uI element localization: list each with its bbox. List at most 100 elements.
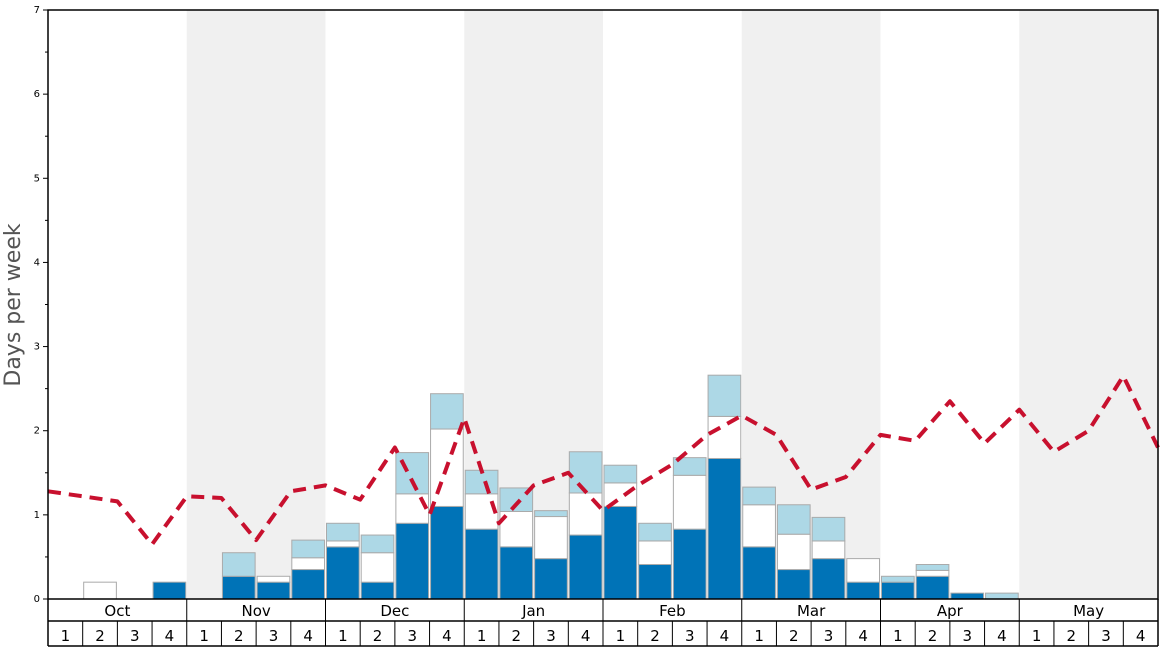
bar-segment-1 xyxy=(707,457,742,600)
bar-segment-1 xyxy=(360,581,395,600)
bar-segment-2 xyxy=(464,493,499,530)
bar-segment-3 xyxy=(430,393,464,430)
week-label: 3 xyxy=(1101,627,1111,645)
week-label: 4 xyxy=(1136,627,1146,645)
week-label: 2 xyxy=(928,627,938,645)
bar-segment-1 xyxy=(846,581,880,600)
bar-segment-1 xyxy=(534,558,568,600)
week-label: 1 xyxy=(477,627,487,645)
month-label: Oct xyxy=(104,602,130,620)
bar-segment-2 xyxy=(256,575,291,583)
bar-segment-1 xyxy=(881,581,915,600)
bar-segment-1 xyxy=(776,569,811,600)
bar-segment-3 xyxy=(395,452,430,495)
week-label: 1 xyxy=(754,627,764,645)
week-label: 2 xyxy=(373,627,383,645)
y-axis-label: Days per week xyxy=(1,223,26,386)
bar-segment-1 xyxy=(742,546,776,600)
week-label: 4 xyxy=(303,627,313,645)
week-label: 4 xyxy=(858,627,868,645)
bar-segment-2 xyxy=(83,581,117,600)
bar-segment-3 xyxy=(881,575,915,583)
bar-segment-2 xyxy=(672,474,707,530)
month-label: Mar xyxy=(797,602,826,620)
trend-line-layer xyxy=(47,374,1160,547)
bar-segment-2 xyxy=(915,569,950,577)
week-label: 4 xyxy=(720,627,730,645)
bar-segment-2 xyxy=(707,415,742,459)
week-label: 1 xyxy=(616,627,626,645)
bar-segment-1 xyxy=(221,575,256,600)
week-label: 2 xyxy=(789,627,799,645)
week-label: 2 xyxy=(512,627,522,645)
month-band xyxy=(1019,10,1158,599)
bar-segment-2 xyxy=(568,492,603,536)
bar-segment-1 xyxy=(499,546,534,600)
week-label: 4 xyxy=(997,627,1007,645)
week-label: 4 xyxy=(581,627,591,645)
bar-segment-1 xyxy=(152,581,187,600)
week-label: 2 xyxy=(1067,627,1077,645)
y-tick-label: 3 xyxy=(34,342,40,353)
week-label: 3 xyxy=(130,627,140,645)
week-label: 2 xyxy=(650,627,660,645)
bar-segment-3 xyxy=(742,486,776,506)
week-label: 1 xyxy=(61,627,71,645)
bar-segment-2 xyxy=(326,540,360,548)
bar-segment-2 xyxy=(776,533,811,571)
month-label: Dec xyxy=(380,602,409,620)
bar-segment-2 xyxy=(291,557,325,571)
month-label: Jan xyxy=(521,602,545,620)
bar-segment-3 xyxy=(603,464,638,484)
bar-segment-3 xyxy=(776,504,811,535)
y-tick-label: 0 xyxy=(34,594,40,605)
week-label: 2 xyxy=(234,627,244,645)
trend-line xyxy=(47,374,1160,547)
bar-segment-1 xyxy=(568,534,603,600)
week-label: 3 xyxy=(824,627,834,645)
bar-segment-1 xyxy=(915,575,950,600)
bar-segment-3 xyxy=(672,457,707,476)
week-label: 2 xyxy=(95,627,105,645)
month-label: Nov xyxy=(241,602,270,620)
bar-segment-3 xyxy=(915,564,950,571)
plot-frame xyxy=(47,9,1159,600)
bar-segment-1 xyxy=(603,505,638,600)
bar-segment-3 xyxy=(707,374,742,417)
y-axis: 0 1 2 3 4 5 6 7 xyxy=(34,5,48,605)
month-bands xyxy=(186,10,1158,599)
bar-segment-2 xyxy=(395,493,430,524)
bar-segment-1 xyxy=(811,558,846,600)
bar-segment-3 xyxy=(360,534,395,554)
bar-segment-3 xyxy=(291,539,325,559)
month-band xyxy=(186,10,326,599)
x-axis: Oct 1 2 3 4 Nov 1 2 3 4 Dec 1 2 3 4 Jan 1 2 3 4 Feb 1 2 3 4 Mar 1 2… xyxy=(47,599,1159,647)
bar-segment-2 xyxy=(534,516,568,560)
week-label: 3 xyxy=(685,627,695,645)
month-label: Apr xyxy=(937,602,964,620)
bar-segment-2 xyxy=(603,482,638,507)
bar-segment-3 xyxy=(534,510,568,518)
week-label: 3 xyxy=(546,627,556,645)
bar-segment-1 xyxy=(430,505,464,600)
bar-segment-2 xyxy=(846,558,880,583)
bar-segment-3 xyxy=(499,487,534,512)
bar-segment-1 xyxy=(326,546,360,600)
bar-segment-3 xyxy=(326,522,360,542)
week-label: 4 xyxy=(165,627,175,645)
bar-segment-2 xyxy=(742,504,776,548)
bar-segment-3 xyxy=(638,522,672,542)
week-label: 1 xyxy=(199,627,209,645)
bar-segment-1 xyxy=(950,592,985,600)
y-tick-label: 1 xyxy=(34,510,40,521)
week-label: 4 xyxy=(442,627,452,645)
y-tick-label: 5 xyxy=(34,173,40,184)
y-tick-label: 4 xyxy=(34,257,40,268)
bars xyxy=(83,374,1019,600)
week-label: 3 xyxy=(407,627,417,645)
week-label: 3 xyxy=(269,627,279,645)
month-label: Feb xyxy=(659,602,686,620)
bar-segment-3 xyxy=(985,592,1019,600)
month-label: May xyxy=(1073,602,1104,620)
y-tick-label: 2 xyxy=(34,426,40,437)
